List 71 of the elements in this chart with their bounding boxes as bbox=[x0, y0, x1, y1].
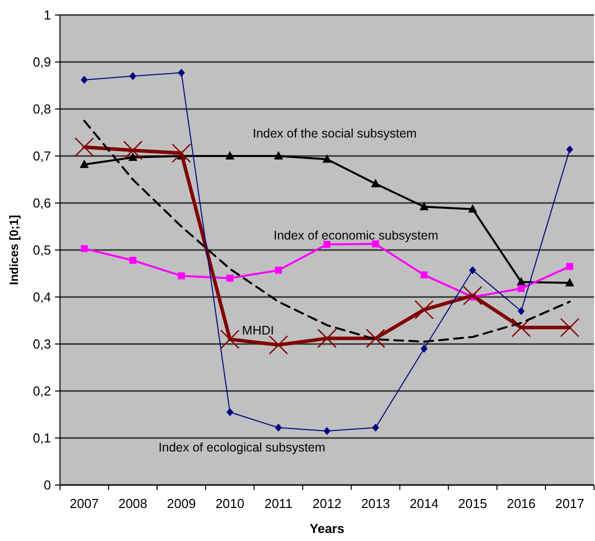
point bbox=[566, 145, 574, 154]
point bbox=[462, 286, 482, 306]
y-tick-label: 0,2 bbox=[32, 384, 51, 399]
point bbox=[80, 245, 88, 252]
x-tick-label: 2009 bbox=[166, 496, 196, 511]
y-tick-label: 0 bbox=[44, 478, 51, 493]
point bbox=[178, 272, 185, 280]
y-tick-label: 0,1 bbox=[32, 430, 51, 446]
point bbox=[220, 330, 240, 349]
x-tick-label: 2016 bbox=[506, 496, 536, 511]
point bbox=[225, 151, 234, 160]
x-tick-label: 2011 bbox=[264, 496, 292, 511]
point bbox=[226, 274, 234, 282]
y-tick-label: 0,3 bbox=[32, 336, 51, 352]
series-label: MHDI bbox=[242, 323, 274, 338]
point bbox=[274, 151, 283, 160]
y-tick-label: 0,4 bbox=[32, 290, 51, 305]
point bbox=[274, 424, 282, 432]
point bbox=[518, 307, 525, 316]
point bbox=[226, 408, 234, 416]
point bbox=[178, 68, 185, 77]
point bbox=[516, 276, 526, 286]
point bbox=[123, 140, 142, 160]
series-label: Index of ecological subsystem bbox=[158, 440, 326, 454]
x-tick-label: 2014 bbox=[410, 496, 439, 511]
point bbox=[366, 328, 386, 348]
x-axis-title: Years bbox=[310, 521, 344, 536]
point bbox=[420, 271, 428, 278]
point bbox=[317, 328, 337, 348]
y-tick-label: 0,6 bbox=[32, 196, 51, 211]
point bbox=[518, 285, 525, 292]
point bbox=[565, 278, 574, 286]
point bbox=[566, 262, 574, 270]
point bbox=[420, 202, 429, 210]
point bbox=[414, 300, 434, 320]
series-label: Index of the social subsystem bbox=[252, 126, 417, 140]
y-axis-title: Indices [0;1] bbox=[7, 214, 21, 286]
point bbox=[420, 344, 428, 353]
point bbox=[129, 256, 136, 264]
y-tick-label: 1 bbox=[44, 8, 51, 23]
x-tick-label: 2017 bbox=[555, 496, 584, 511]
point bbox=[324, 240, 330, 248]
x-tick-label: 2008 bbox=[118, 496, 148, 511]
point bbox=[324, 426, 330, 435]
y-tick-label: 0,5 bbox=[32, 242, 51, 258]
y-tick-label: 0,7 bbox=[32, 148, 51, 164]
point bbox=[129, 72, 136, 80]
point bbox=[80, 159, 89, 168]
y-tick-label: 0,9 bbox=[32, 54, 51, 70]
x-tick-label: 2010 bbox=[215, 496, 244, 511]
point bbox=[468, 204, 478, 213]
point bbox=[322, 154, 332, 163]
point bbox=[74, 137, 94, 157]
point bbox=[371, 178, 380, 188]
point bbox=[268, 335, 288, 355]
point bbox=[274, 266, 282, 274]
x-tick-label: 2015 bbox=[458, 496, 488, 511]
y-tick-label: 0,8 bbox=[32, 102, 51, 117]
point bbox=[560, 318, 580, 338]
x-tick-label: 2013 bbox=[361, 496, 390, 511]
point bbox=[372, 240, 380, 248]
x-tick-label: 2007 bbox=[70, 496, 99, 511]
x-tick-label: 2012 bbox=[312, 496, 342, 511]
line-series bbox=[83, 120, 571, 343]
point bbox=[372, 424, 380, 432]
point bbox=[128, 152, 138, 161]
point bbox=[469, 266, 476, 274]
point bbox=[512, 318, 531, 338]
point bbox=[80, 76, 88, 84]
series-label: Index of economic subsystem bbox=[274, 228, 438, 242]
point bbox=[172, 144, 192, 163]
